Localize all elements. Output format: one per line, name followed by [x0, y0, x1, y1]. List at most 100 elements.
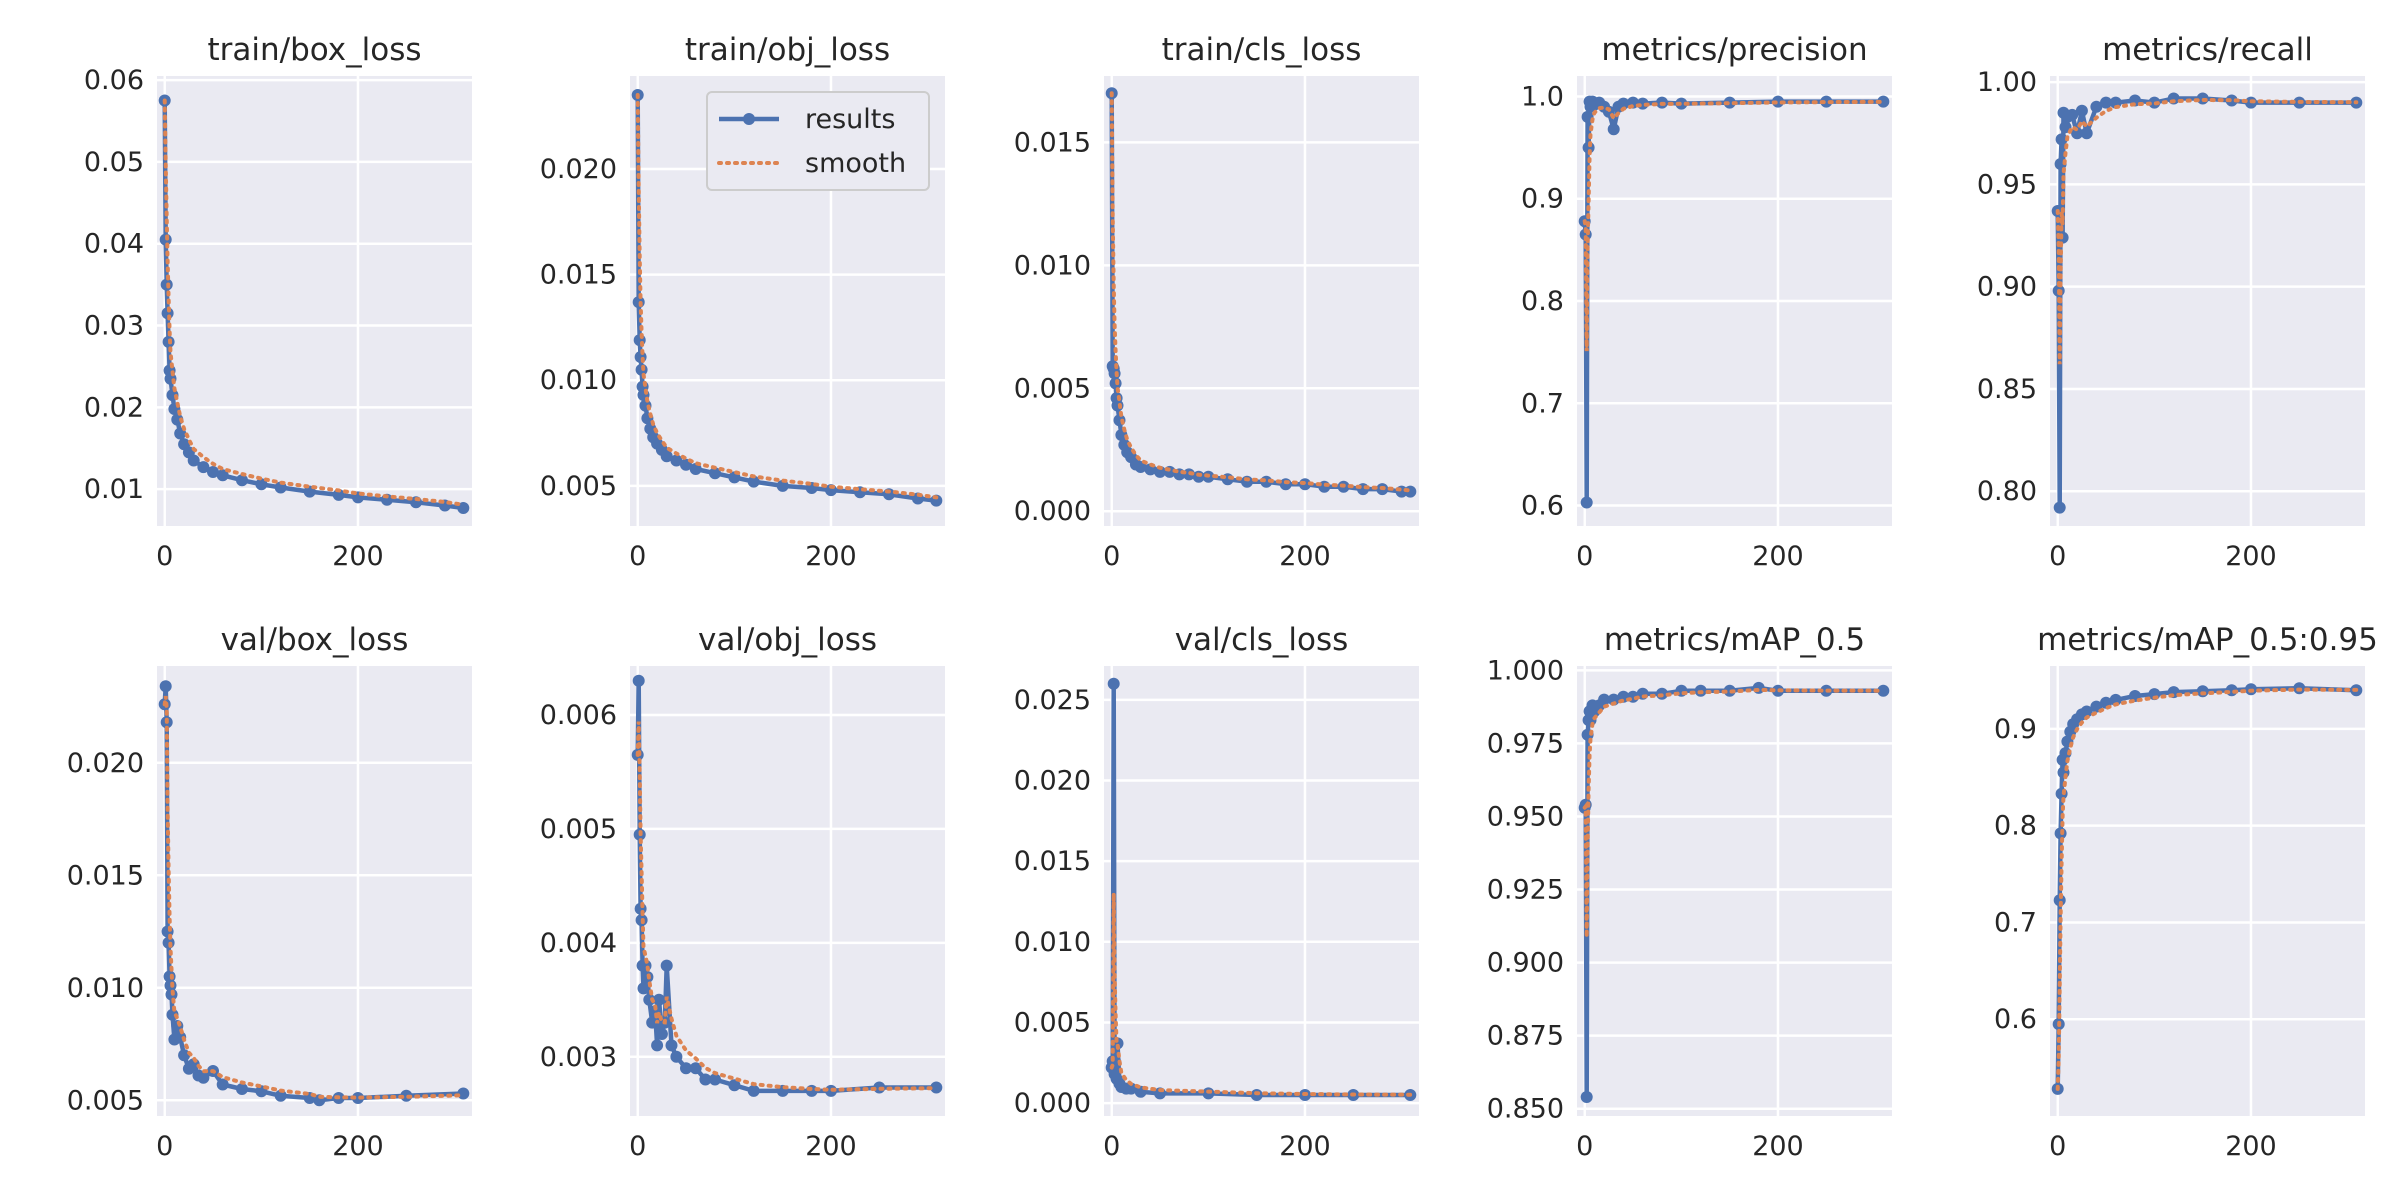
results-point: [2075, 104, 2088, 117]
results-point: [1617, 97, 1630, 110]
y-tick-label: 0.005: [540, 471, 617, 502]
subplot-train-cls-loss: 0.000 0.005 0.010 0.015 0 200 train/cls_loss: [1014, 32, 1419, 572]
y-tick-label: 0.05: [84, 147, 144, 178]
subplot-title: val/cls_loss: [1175, 622, 1349, 658]
y-tick-label: 0.9: [1521, 184, 1564, 215]
results-point: [457, 502, 470, 514]
x-tick-label: 200: [332, 1131, 384, 1162]
results-point: [699, 1073, 712, 1086]
results-point: [400, 1089, 413, 1102]
results-point: [1607, 123, 1620, 136]
x-tick-label: 200: [1752, 1131, 1804, 1162]
results-point: [1723, 96, 1736, 109]
results-point: [1877, 684, 1890, 697]
results-point: [236, 1083, 248, 1095]
results-point: [2066, 108, 2079, 121]
results-point: [2090, 100, 2103, 113]
plot-area: [157, 76, 472, 526]
x-tick-label: 0: [1103, 1131, 1120, 1162]
legend: results smooth: [706, 91, 930, 191]
results-point: [216, 469, 229, 482]
results-point: [646, 1016, 659, 1029]
results-point: [2109, 693, 2122, 706]
y-tick-label: 0.8: [1521, 286, 1564, 317]
y-tick-label: 0.015: [1014, 846, 1091, 877]
results-point: [930, 1081, 943, 1094]
y-tick-label: 0.7: [1521, 388, 1564, 419]
smooth-line: [162, 98, 466, 507]
results-point: [1154, 465, 1166, 478]
results-point: [178, 1049, 191, 1062]
results-point: [632, 296, 645, 309]
y-tick-label: 0.06: [84, 65, 144, 96]
x-tick-label: 0: [629, 541, 646, 572]
y-tick-label: 0.900: [1487, 948, 1564, 979]
results-point: [1125, 1082, 1138, 1095]
y-tick-label: 0.8: [1994, 811, 2037, 842]
y-tick-label: 0.975: [1487, 728, 1564, 759]
subplot-title: metrics/mAP_0.5:0.95: [2037, 622, 2378, 658]
x-tick-label: 0: [156, 1131, 173, 1162]
results-point: [457, 1087, 470, 1100]
y-tick-label: 0.015: [67, 860, 144, 891]
subplot-val-obj-loss: 0.003 0.004 0.005 0.006 0 200 val/obj_loss: [540, 622, 945, 1162]
results-point: [2100, 96, 2112, 109]
smooth-line: [2055, 687, 2359, 1091]
y-tick-label: 0.020: [540, 154, 617, 185]
results-point: [747, 1084, 760, 1097]
smooth-line: [1582, 687, 1886, 938]
x-tick-label: 0: [629, 1131, 646, 1162]
x-tick-label: 200: [2225, 1131, 2277, 1162]
legend-results-label: results: [805, 104, 895, 135]
y-tick-label: 0.9: [1994, 714, 2037, 745]
y-tick-label: 0.005: [1014, 1007, 1091, 1038]
y-tick-label: 0.020: [1014, 766, 1091, 797]
y-tick-label: 0.925: [1487, 875, 1564, 906]
results-point: [216, 1078, 229, 1091]
plot-area: [2050, 666, 2365, 1116]
y-tick-label: 0.95: [1977, 169, 2037, 200]
legend-smooth-label: smooth: [805, 148, 906, 179]
y-tick-label: 0.02: [84, 392, 144, 423]
subplot-title: metrics/precision: [1601, 32, 1867, 68]
smooth-line: [1109, 893, 1413, 1097]
plot-area: [1577, 666, 1892, 1116]
subplot-title: metrics/mAP_0.5: [1604, 622, 1865, 658]
y-tick-label: 0.80: [1977, 476, 2037, 507]
results-point: [2055, 787, 2068, 800]
results-point: [1580, 1091, 1593, 1103]
plot-area: [157, 666, 472, 1116]
results-point: [653, 993, 665, 1006]
results-point: [1279, 478, 1292, 491]
y-tick-label: 0.950: [1487, 801, 1564, 832]
results-point: [1134, 461, 1147, 473]
results-point: [689, 1062, 702, 1075]
x-tick-label: 0: [1103, 541, 1120, 572]
y-tick-label: 0.005: [67, 1085, 144, 1116]
x-tick-label: 200: [805, 541, 857, 572]
subplot-title: train/obj_loss: [685, 32, 890, 68]
results-point: [352, 1092, 364, 1104]
subplot-metrics-map-0-5-0-95: 0.6 0.7 0.8 0.9 0 200 metrics/mAP_0.5:0.95: [1994, 622, 2378, 1162]
results-point: [1772, 95, 1784, 108]
results-point: [660, 959, 673, 972]
results-point: [655, 1028, 668, 1040]
y-tick-label: 0.005: [540, 814, 617, 845]
results-point: [747, 475, 760, 488]
results-point: [660, 450, 673, 463]
y-tick-label: 0.005: [1014, 373, 1091, 404]
results-point: [728, 1079, 741, 1092]
y-tick-label: 0.85: [1977, 374, 2037, 405]
x-tick-label: 0: [1576, 1131, 1593, 1162]
results-point: [709, 1073, 721, 1086]
results-point: [274, 1089, 287, 1102]
results-point: [197, 461, 210, 474]
results-point: [2225, 94, 2238, 107]
y-tick-label: 0.015: [540, 260, 617, 291]
results-point: [670, 1050, 683, 1063]
results-point: [197, 1071, 210, 1084]
x-tick-label: 0: [156, 541, 173, 572]
plot-area: [1104, 76, 1419, 526]
results-point: [1107, 677, 1120, 690]
x-tick-label: 200: [1279, 541, 1331, 572]
